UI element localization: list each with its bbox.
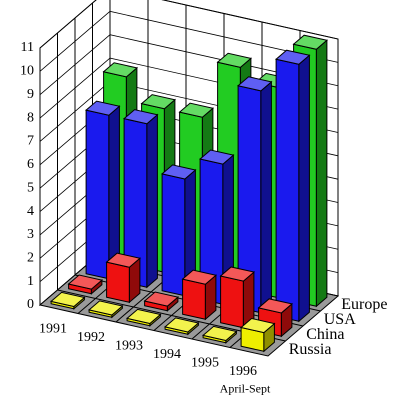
bar-top (123, 109, 159, 125)
y-tick-label: 9 (27, 87, 34, 102)
bar-top (143, 291, 179, 307)
grid-segment (39, 34, 339, 96)
bar (275, 49, 311, 323)
bar (126, 308, 162, 327)
bar-top (257, 298, 293, 314)
bar (88, 300, 124, 319)
bar-side (260, 80, 272, 314)
y-tick-label: 2 (27, 250, 34, 265)
bar-top (67, 274, 103, 290)
y-tick-label: 8 (27, 110, 34, 125)
bar-front (182, 278, 206, 320)
bar-top (181, 269, 217, 285)
x-tick-label: 1996 (229, 364, 257, 379)
legend-label: Russia (289, 341, 332, 358)
x-tick-label: 1991 (39, 321, 67, 336)
bar-top (88, 300, 124, 316)
legend-label: Europe (341, 296, 387, 313)
y-tick-label: 3 (27, 227, 34, 242)
legend-label: USA (324, 311, 356, 328)
bar (240, 317, 276, 353)
bar (50, 291, 86, 310)
bar (202, 325, 238, 344)
bar-top (140, 94, 176, 110)
bar-top (237, 76, 273, 92)
bar-top (240, 317, 276, 334)
y-tick-label: 5 (27, 180, 34, 195)
y-tick-label: 6 (27, 157, 34, 172)
bar-front (220, 275, 244, 329)
bar-side (298, 54, 310, 323)
bar-top (161, 164, 197, 180)
bar (67, 274, 103, 295)
bar-front (85, 109, 110, 280)
grid-segment (39, 0, 339, 49)
bar-front (275, 58, 300, 322)
bar-top (105, 252, 141, 268)
x-tick-label: 1995 (191, 355, 219, 370)
bar (237, 76, 273, 314)
bar (105, 252, 141, 304)
bar-top (85, 100, 121, 116)
bar (181, 269, 217, 321)
x-tick-label: 1994 (153, 347, 181, 362)
bar-top (219, 266, 255, 282)
bar-top (178, 102, 214, 118)
bar-top (202, 325, 238, 342)
bar-top (102, 62, 138, 78)
y-tick-label: 10 (20, 64, 34, 79)
bar (123, 109, 159, 289)
bar-side (315, 39, 328, 308)
x-tick-label: 1992 (77, 330, 105, 345)
bar-top (50, 291, 86, 308)
annotation: April-Sept (220, 382, 271, 396)
y-tick-label: 7 (27, 134, 34, 149)
bar (143, 291, 179, 312)
y-tick-label: 0 (27, 297, 34, 312)
legend-label: China (306, 326, 344, 343)
bar-top (275, 49, 311, 65)
y-tick-label: 4 (27, 204, 34, 219)
bar-top (199, 149, 235, 165)
y-tick-label: 11 (21, 40, 34, 55)
y-tick-label: 1 (27, 274, 34, 289)
grid-segment (39, 10, 339, 72)
grid-line (39, 10, 339, 72)
x-tick-label: 1993 (115, 338, 143, 353)
grid-line (39, 0, 339, 49)
bar-top (126, 308, 162, 325)
bar-front (106, 261, 130, 303)
bar (164, 317, 200, 336)
bar (85, 100, 121, 280)
bar (219, 266, 255, 329)
bar-front (161, 173, 186, 297)
bar-top (216, 52, 252, 68)
grid-line (39, 34, 339, 96)
bar-side (146, 113, 158, 289)
bar-top (292, 34, 328, 50)
bar-top (164, 317, 200, 333)
